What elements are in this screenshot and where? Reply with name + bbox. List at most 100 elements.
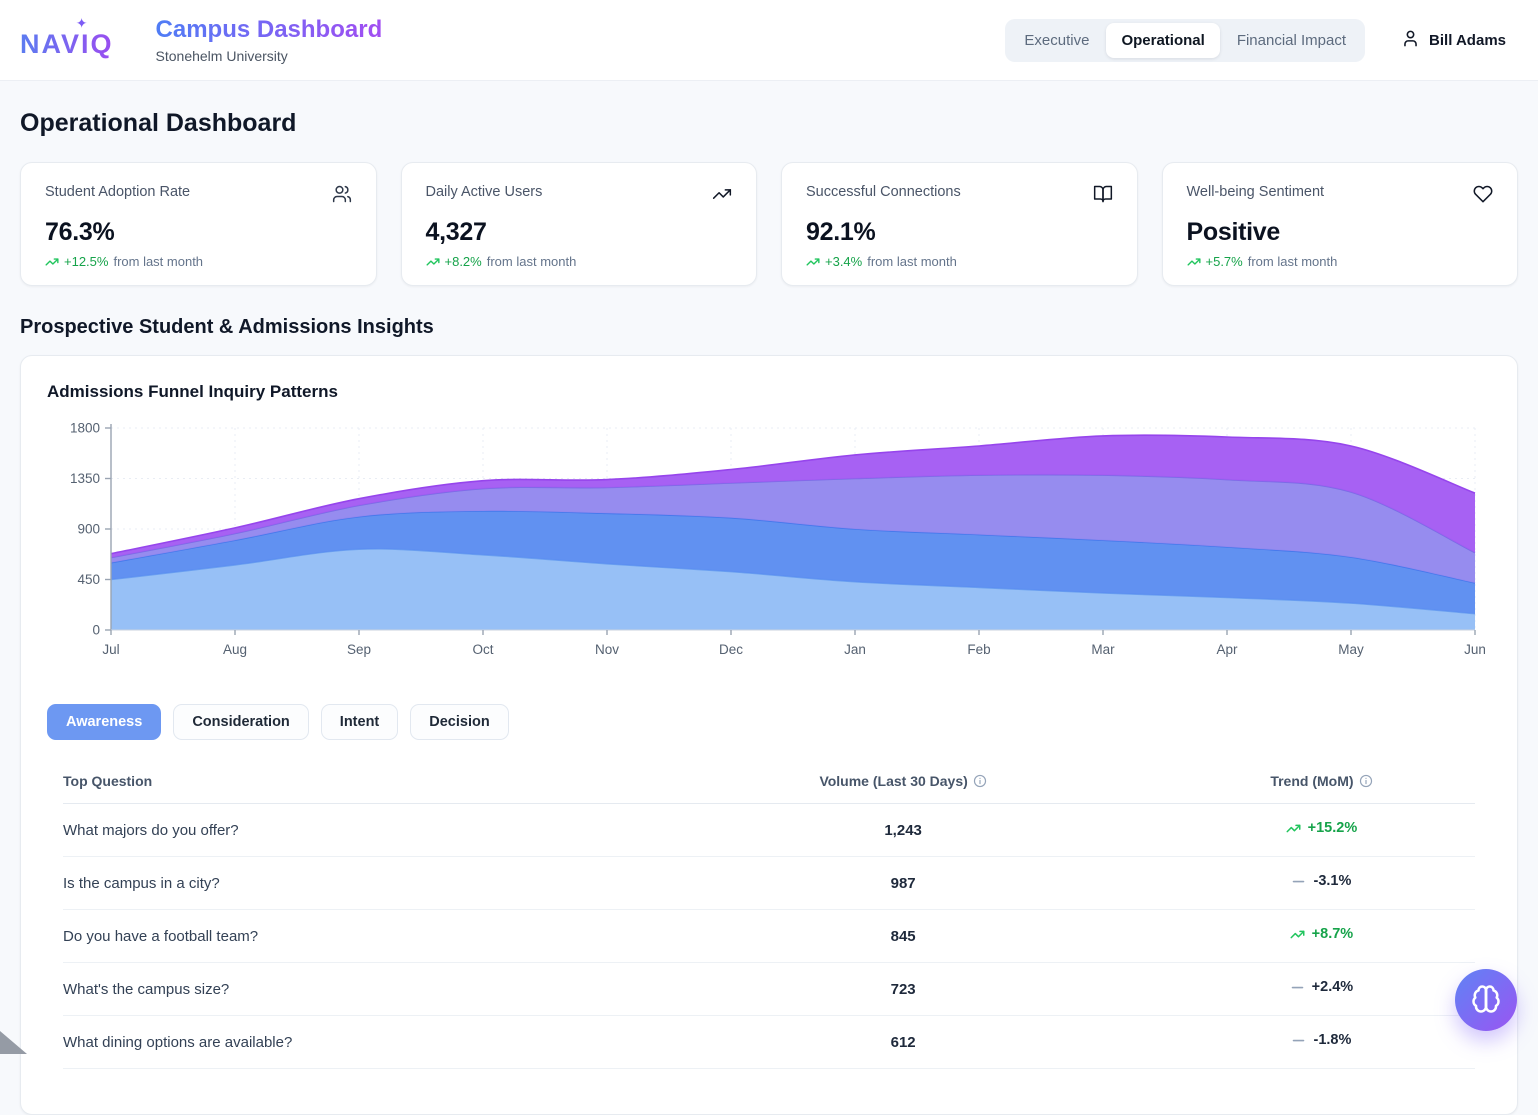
svg-text:Oct: Oct (472, 642, 493, 657)
svg-text:1800: 1800 (70, 421, 100, 436)
kpi-title: Successful Connections (806, 184, 961, 200)
volume-cell: 723 (890, 980, 916, 998)
trend-up-icon (425, 255, 440, 269)
kpi-value: 76.3% (45, 218, 115, 246)
svg-text:Mar: Mar (1091, 642, 1115, 657)
brain-icon (1471, 984, 1501, 1017)
header-trend-label: Trend (MoM) (1270, 773, 1354, 789)
section-title: Prospective Student & Admissions Insight… (20, 316, 434, 338)
kpi-title: Student Adoption Rate (45, 184, 191, 200)
top-questions-table: Top Question Volume (Last 30 Days) Trend… (47, 760, 1491, 1069)
kpi-delta: +5.7% from last month (1186, 254, 1494, 269)
trend-cell: +8.7% (1290, 926, 1353, 942)
svg-text:Dec: Dec (719, 642, 743, 657)
app-subtitle: Stonehelm University (155, 48, 288, 64)
dashboard-switcher: Executive Operational Financial Impact (1005, 18, 1366, 62)
svg-text:Sep: Sep (347, 642, 371, 657)
filter-awareness[interactable]: Awareness (47, 704, 162, 740)
user-icon (1401, 29, 1420, 52)
page-title: Operational Dashboard (20, 109, 297, 137)
table-row[interactable]: Do you have a football team? 845 +8.7% (63, 910, 1475, 963)
tab-operational[interactable]: Operational (1106, 22, 1220, 58)
trend-cell: +15.2% (1286, 820, 1357, 836)
kpi-delta-suffix: from last month (113, 254, 204, 269)
main-content: Operational Dashboard Student Adoption R… (0, 81, 1538, 1115)
svg-text:Feb: Feb (967, 642, 990, 657)
volume-cell: 1,243 (884, 821, 922, 839)
svg-text:May: May (1338, 642, 1364, 657)
question-cell: Do you have a football team? (63, 927, 259, 945)
user-name: Bill Adams (1429, 31, 1506, 49)
header-volume: Volume (Last 30 Days) (698, 773, 1107, 789)
trend-cell: +2.4% (1291, 979, 1354, 996)
svg-text:Jul: Jul (102, 642, 119, 657)
ai-assistant-button[interactable] (1455, 969, 1517, 1031)
trend-up-icon (806, 255, 820, 269)
app-header: NAVIQ ✦ Campus Dashboard Stonehelm Unive… (0, 0, 1538, 81)
tab-financial-impact[interactable]: Financial Impact (1222, 23, 1361, 58)
svg-text:Apr: Apr (1216, 642, 1238, 657)
trend-cell: -1.8% (1293, 1032, 1352, 1049)
svg-text:0: 0 (92, 623, 100, 638)
header-volume-label: Volume (Last 30 Days) (819, 773, 968, 789)
kpi-value: 4,327 (425, 218, 487, 246)
naviq-logo: NAVIQ ✦ (20, 15, 114, 60)
sparkle-icon: ✦ (75, 14, 88, 31)
trend-cell: -3.1% (1293, 873, 1352, 890)
kpi-delta-suffix: from last month (867, 254, 957, 269)
users-icon (332, 184, 352, 209)
chart-title: Admissions Funnel Inquiry Patterns (47, 382, 338, 401)
filter-decision[interactable]: Decision (410, 704, 509, 740)
admissions-funnel-area-chart: 0 450 900 1350 1800 Jul Aug Sep Oct Nov Dec Jan Feb M… (70, 421, 1486, 658)
trend-up-icon (45, 255, 59, 269)
brand-block: Campus Dashboard Stonehelm University (156, 16, 383, 64)
svg-text:450: 450 (77, 572, 100, 587)
kpi-delta-suffix: from last month (486, 254, 577, 269)
svg-text:Jan: Jan (844, 642, 866, 657)
kpi-card-successful-connections: Successful Connections 92.1% +3.4% from … (781, 162, 1138, 286)
svg-text:Jun: Jun (1464, 642, 1486, 657)
volume-cell: 987 (890, 874, 916, 892)
trend-up-icon (1186, 255, 1201, 269)
kpi-value: 92.1% (806, 218, 876, 246)
svg-text:900: 900 (77, 522, 100, 537)
kpi-title: Daily Active Users (425, 184, 543, 200)
kpi-card-row: Student Adoption Rate 76.3% +12.5% from … (20, 162, 1518, 286)
kpi-title: Well-being Sentiment (1186, 184, 1325, 200)
header-top-question: Top Question (63, 773, 153, 789)
kpi-card-daily-active-users: Daily Active Users 4,327 +8.2% from last… (400, 162, 757, 286)
trending-up-icon (712, 184, 732, 209)
heart-icon (1473, 184, 1493, 209)
kpi-card-wellbeing-sentiment: Well-being Sentiment Positive +5.7% from… (1161, 162, 1518, 286)
filter-consideration[interactable]: Consideration (173, 704, 309, 740)
kpi-delta-suffix: from last month (1247, 254, 1338, 269)
table-row[interactable]: Is the campus in a city? 987 -3.1% (63, 857, 1475, 910)
volume-cell: 845 (890, 927, 916, 945)
filter-intent[interactable]: Intent (320, 704, 399, 740)
funnel-stage-filters: Awareness Consideration Intent Decision (47, 704, 1491, 740)
table-header-row: Top Question Volume (Last 30 Days) Trend… (63, 760, 1475, 804)
kpi-delta-value: +3.4% (825, 254, 863, 269)
info-icon[interactable] (1359, 774, 1373, 788)
svg-text:1350: 1350 (70, 471, 100, 486)
question-cell: Is the campus in a city? (63, 874, 220, 892)
header-trend: Trend (MoM) (1108, 773, 1475, 789)
table-row[interactable]: What dining options are available? 612 -… (63, 1016, 1475, 1069)
kpi-delta: +8.2% from last month (425, 254, 733, 269)
info-icon[interactable] (973, 774, 987, 788)
user-menu[interactable]: Bill Adams (1401, 29, 1506, 52)
app-title: Campus Dashboard (155, 16, 383, 43)
svg-text:Nov: Nov (595, 642, 619, 657)
kpi-card-student-adoption: Student Adoption Rate 76.3% +12.5% from … (20, 162, 377, 286)
kpi-delta: +3.4% from last month (806, 254, 1113, 269)
kpi-delta-value: +8.2% (444, 254, 482, 269)
volume-cell: 612 (890, 1033, 916, 1051)
table-row[interactable]: What's the campus size? 723 +2.4% (63, 963, 1475, 1016)
question-cell: What dining options are available? (63, 1033, 293, 1051)
kpi-delta-value: +5.7% (1205, 254, 1243, 269)
naviq-logo-text: NAVIQ (20, 28, 114, 59)
kpi-delta: +12.5% from last month (45, 254, 352, 269)
table-row[interactable]: What majors do you offer? 1,243 +15.2% (63, 804, 1475, 857)
tab-executive[interactable]: Executive (1009, 23, 1104, 58)
question-cell: What's the campus size? (63, 980, 230, 998)
